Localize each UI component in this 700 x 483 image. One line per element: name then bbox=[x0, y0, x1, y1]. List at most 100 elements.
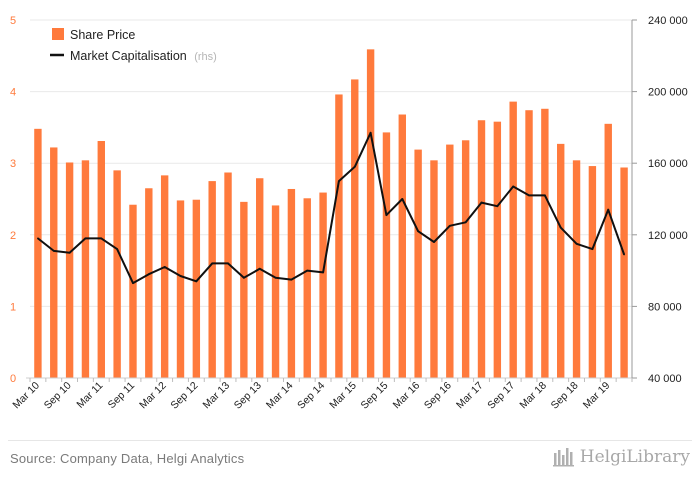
bar-share-price bbox=[145, 188, 153, 378]
market-cap-point bbox=[496, 205, 499, 208]
bar-share-price bbox=[81, 160, 90, 378]
market-cap-point bbox=[480, 201, 483, 204]
y-right-tick-label: 120 000 bbox=[648, 230, 688, 242]
brand-logo: HelgiLibrary bbox=[552, 447, 690, 467]
market-cap-point bbox=[147, 273, 150, 276]
market-cap-point bbox=[512, 185, 515, 188]
bar-share-price bbox=[208, 181, 216, 378]
bar-share-price bbox=[557, 143, 565, 378]
market-cap-point bbox=[306, 269, 309, 272]
x-tick-label: Mar 16 bbox=[391, 380, 423, 412]
legend-label-market-cap: Market Capitalisation (rhs) bbox=[70, 49, 217, 63]
bar-share-price bbox=[303, 198, 311, 378]
x-tick-label: Mar 17 bbox=[454, 380, 486, 412]
x-tick-label: Mar 12 bbox=[137, 380, 169, 412]
source-note: Source: Company Data, Helgi Analytics bbox=[10, 451, 245, 466]
x-tick-label: Mar 15 bbox=[327, 380, 359, 412]
market-cap-point bbox=[258, 267, 261, 270]
x-tick-label: Sep 11 bbox=[106, 380, 138, 412]
x-tick-label: Mar 13 bbox=[201, 380, 233, 412]
legend: Share Price Market Capitalisation (rhs) bbox=[50, 28, 217, 63]
market-cap-point bbox=[195, 280, 198, 283]
market-cap-point bbox=[464, 221, 467, 224]
y-left-tick-label: 3 bbox=[10, 158, 16, 170]
y-right-tick-label: 200 000 bbox=[648, 87, 688, 99]
legend-label-market-cap-suffix: (rhs) bbox=[194, 51, 217, 63]
market-cap-line bbox=[37, 131, 626, 285]
bar-share-price bbox=[224, 172, 232, 378]
bar-share-price bbox=[604, 123, 612, 378]
x-tick-label: Sep 10 bbox=[42, 380, 74, 412]
y-right-tick-label: 160 000 bbox=[648, 158, 688, 170]
bar-share-price bbox=[572, 160, 581, 378]
market-cap-point bbox=[559, 226, 562, 229]
x-tick-label: Mar 14 bbox=[264, 380, 296, 412]
bar-share-price bbox=[271, 205, 280, 378]
market-cap-point bbox=[116, 248, 119, 251]
chart: 0 1 2 3 4 5 40 000 80 000 120 000 160 000 200 000 2… bbox=[10, 15, 688, 412]
market-cap-point bbox=[369, 131, 372, 134]
bar-share-price bbox=[240, 201, 248, 378]
market-cap-point bbox=[84, 237, 87, 240]
market-cap-point bbox=[353, 165, 356, 168]
x-tick-label: Sep 18 bbox=[549, 380, 581, 412]
bar-share-price bbox=[287, 188, 296, 378]
bar-share-price bbox=[319, 192, 327, 378]
bar-share-price bbox=[34, 128, 42, 378]
y-right-tick-label: 40 000 bbox=[648, 373, 682, 385]
market-cap-point bbox=[68, 251, 71, 254]
bar-share-price bbox=[382, 132, 391, 378]
axes: 0 1 2 3 4 5 40 000 80 000 120 000 160 000 200 000 2… bbox=[10, 15, 688, 412]
share-price-bars bbox=[34, 49, 628, 379]
market-cap-point bbox=[322, 271, 324, 274]
market-cap-point bbox=[417, 230, 420, 233]
legend-label-market-cap-text: Market Capitalisation bbox=[70, 49, 187, 63]
bar-share-price bbox=[176, 200, 185, 378]
legend-swatch-share-price bbox=[52, 28, 64, 40]
market-cap-point bbox=[401, 198, 404, 200]
x-tick-label: Mar 19 bbox=[581, 380, 613, 412]
bar-share-price bbox=[129, 204, 137, 378]
market-cap-point bbox=[132, 282, 134, 285]
bar-share-price bbox=[493, 121, 502, 378]
x-tick-label: Sep 16 bbox=[422, 380, 454, 412]
market-cap-point bbox=[290, 278, 293, 281]
bar-share-price bbox=[461, 140, 470, 378]
footer: Source: Company Data, Helgi Analytics He… bbox=[0, 440, 700, 483]
bar-share-price bbox=[477, 120, 486, 379]
bar-share-price bbox=[398, 114, 406, 379]
x-tick-label: Sep 13 bbox=[232, 380, 264, 412]
x-tick-label: Sep 12 bbox=[168, 380, 200, 412]
market-cap-point bbox=[385, 214, 388, 217]
x-tick-label: Mar 18 bbox=[517, 380, 549, 412]
y-left-tick-label: 5 bbox=[10, 15, 16, 27]
x-tick-label: Sep 14 bbox=[295, 380, 327, 412]
bar-share-price bbox=[541, 108, 549, 378]
bar-share-price bbox=[50, 147, 58, 378]
y-left-tick-label: 1 bbox=[10, 301, 16, 313]
market-cap-point bbox=[575, 242, 578, 245]
bar-share-price bbox=[256, 178, 264, 378]
market-cap-point bbox=[227, 262, 229, 265]
market-cap-point bbox=[52, 250, 55, 252]
bar-share-price bbox=[588, 166, 597, 378]
legend-label-share-price: Share Price bbox=[70, 28, 135, 42]
market-cap-point bbox=[607, 208, 610, 211]
y-left-tick-label: 0 bbox=[10, 373, 16, 385]
y-right-tick-label: 240 000 bbox=[648, 15, 688, 27]
bar-share-price bbox=[446, 144, 454, 378]
x-tick-label: Sep 17 bbox=[485, 380, 517, 412]
bar-share-price bbox=[366, 49, 375, 379]
bar-share-price bbox=[509, 101, 517, 379]
bar-share-price bbox=[414, 149, 422, 378]
market-cap-point bbox=[591, 248, 594, 251]
y-left-tick-label: 4 bbox=[10, 87, 16, 99]
market-cap-point bbox=[338, 180, 340, 183]
market-cap-point bbox=[274, 276, 277, 279]
bar-share-price bbox=[430, 160, 438, 378]
bar-share-price bbox=[97, 141, 105, 378]
market-cap-point bbox=[37, 237, 39, 240]
y-right-tick-label: 80 000 bbox=[648, 301, 682, 313]
bar-share-price bbox=[620, 167, 628, 378]
bar-share-price bbox=[192, 199, 201, 378]
